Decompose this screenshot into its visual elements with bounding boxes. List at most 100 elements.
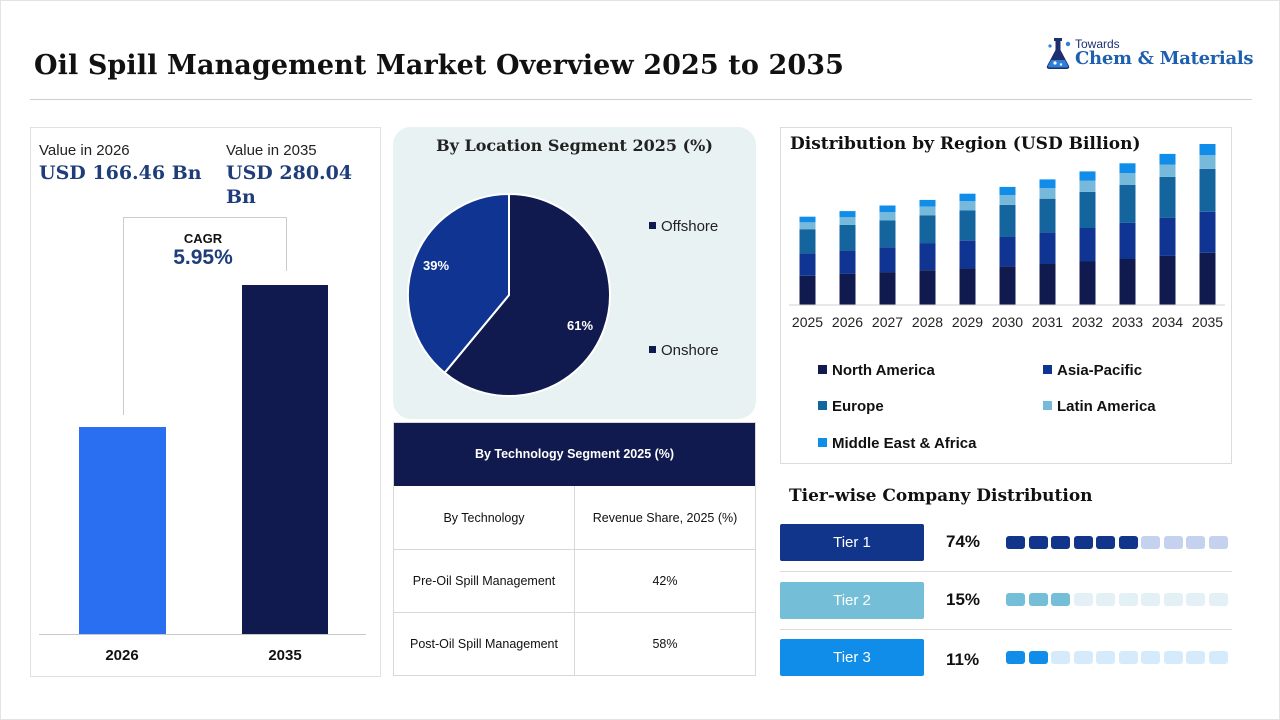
region-stacked-bar-chart: 2025 2026 2027 2028 2029 2030 2031 2032 2033 2034…: [789, 144, 1225, 330]
region-bar-segment: [959, 201, 976, 211]
region-bar-segment: [999, 236, 1016, 267]
tier-3-button[interactable]: Tier 3: [780, 639, 924, 676]
region-legend-item: North America: [818, 362, 935, 379]
table-row-divider: [394, 612, 755, 613]
meter-dot-filled: [1006, 593, 1025, 606]
region-chart-panel: Distribution by Region (USD Billion) 202…: [780, 127, 1232, 464]
region-bar-segment: [799, 229, 816, 254]
tier-2-meter: [1006, 593, 1231, 606]
meter-dot-filled: [1028, 593, 1048, 606]
value-2026-amount: USD 166.46 Bn: [39, 162, 202, 184]
region-x-tick-label: 2025: [792, 314, 823, 330]
region-chart-title: Distribution by Region (USD Billion): [790, 134, 1141, 154]
meter-dot-empty: [1141, 593, 1160, 606]
legend-swatch: [818, 400, 827, 410]
region-x-tick-label: 2028: [912, 314, 943, 330]
legend-swatch: [649, 345, 656, 353]
region-bar-segment: [999, 204, 1016, 237]
region-bar-segment: [1079, 191, 1096, 228]
page-title: Oil Spill Management Market Overview 202…: [34, 50, 845, 81]
region-bar-segment: [1199, 155, 1216, 169]
cagr-bracket-top: [123, 217, 286, 218]
meter-dot-empty: [1118, 593, 1138, 606]
region-bar-segment: [839, 273, 856, 305]
region-legend-label: Asia-Pacific: [1057, 362, 1143, 379]
region-bar-segment: [799, 216, 816, 223]
meter-dot-empty: [1073, 651, 1093, 664]
region-bar-segment: [1039, 179, 1056, 189]
logo-small-text: Towards: [1075, 37, 1120, 51]
legend-swatch: [818, 437, 827, 447]
flask-icon: [1046, 38, 1071, 69]
pie-legend-onshore: Onshore: [649, 342, 719, 359]
location-pie-title: By Location Segment 2025 (%): [436, 136, 713, 155]
table-cell-technology: Post-Oil Spill Management: [410, 637, 558, 651]
pie-slice-onshore: [443, 192, 611, 397]
meter-dot-filled: [1028, 536, 1048, 549]
meter-dot-filled: [1073, 536, 1093, 549]
tier-3-meter: [1006, 651, 1231, 664]
bar-label-2035: 2035: [268, 647, 302, 664]
region-bar-segment: [1039, 264, 1056, 305]
region-bar-segment: [1119, 222, 1136, 259]
region-x-tick-label: 2030: [992, 314, 1023, 330]
region-bar-segment: [959, 268, 976, 305]
technology-table-title: By Technology Segment 2025 (%): [394, 423, 755, 486]
region-legend-item: Latin America: [1043, 398, 1156, 415]
region-bar-segment: [1119, 259, 1136, 305]
region-x-tick-label: 2034: [1152, 314, 1183, 330]
meter-dot-empty: [1208, 651, 1228, 664]
region-bar-segment: [879, 212, 896, 221]
region-bar-segment: [1159, 217, 1176, 256]
cagr-bracket-left: [123, 217, 124, 415]
tier-1-button[interactable]: Tier 1: [780, 524, 924, 561]
region-x-tick-label: 2031: [1032, 314, 1063, 330]
legend-swatch: [818, 364, 827, 374]
meter-dot-empty: [1096, 651, 1115, 664]
table-cell-share: 42%: [652, 574, 678, 588]
tier-2-button[interactable]: Tier 2: [780, 582, 924, 619]
technology-table: By Technology Segment 2025 (%) By Techno…: [393, 422, 756, 676]
region-bar-segment: [1199, 252, 1216, 305]
pie-legend-onshore-label: Onshore: [661, 342, 719, 359]
logo-brand-text: Chem & Materials: [1075, 48, 1254, 69]
region-bar-segment: [839, 217, 856, 225]
meter-dot-filled: [1051, 593, 1070, 606]
region-bar-segment: [839, 211, 856, 218]
legend-swatch: [1043, 400, 1052, 410]
pie-legend-offshore: Offshore: [649, 218, 718, 235]
region-x-tick-label: 2032: [1072, 314, 1103, 330]
tier-1-meter: [1006, 536, 1231, 549]
meter-dot-filled: [1051, 536, 1070, 549]
pie-label-onshore: 61%: [567, 318, 593, 333]
meter-dot-filled: [1006, 536, 1025, 549]
meter-dot-empty: [1208, 593, 1228, 606]
cagr-value: 5.95%: [173, 246, 233, 269]
table-header-share: Revenue Share, 2025 (%): [592, 510, 738, 525]
brand-logo: Towards Chem & Materials: [1044, 36, 1254, 76]
region-bar-segment: [1159, 164, 1176, 177]
region-bar-segment: [839, 224, 856, 251]
value-2035-amount: USD 280.04 Bn: [226, 162, 353, 208]
table-column-divider: [574, 486, 575, 675]
table-header-technology: By Technology: [443, 510, 525, 525]
region-bar-segment: [999, 266, 1016, 305]
region-bar-segment: [919, 270, 936, 305]
meter-dot-empty: [1141, 651, 1160, 664]
meter-dot-empty: [1163, 593, 1183, 606]
region-legend-label: Latin America: [1057, 398, 1156, 415]
region-legend-item: Europe: [818, 398, 884, 415]
region-bar-segment: [1159, 153, 1176, 165]
region-bar-segment: [919, 243, 936, 271]
region-bar-segment: [1199, 211, 1216, 253]
tier-1-percent: 74%: [946, 532, 981, 551]
location-pie-chart: 61% 39%: [407, 192, 611, 397]
region-bar-segment: [959, 210, 976, 241]
meter-dot-filled: [1096, 536, 1115, 549]
table-cell-share: 58%: [652, 637, 678, 651]
meter-dot-empty: [1163, 651, 1183, 664]
pie-legend-offshore-label: Offshore: [661, 218, 719, 235]
region-legend-label: Europe: [832, 398, 884, 415]
region-bar-segment: [799, 222, 816, 230]
region-bar-segment: [839, 250, 856, 274]
